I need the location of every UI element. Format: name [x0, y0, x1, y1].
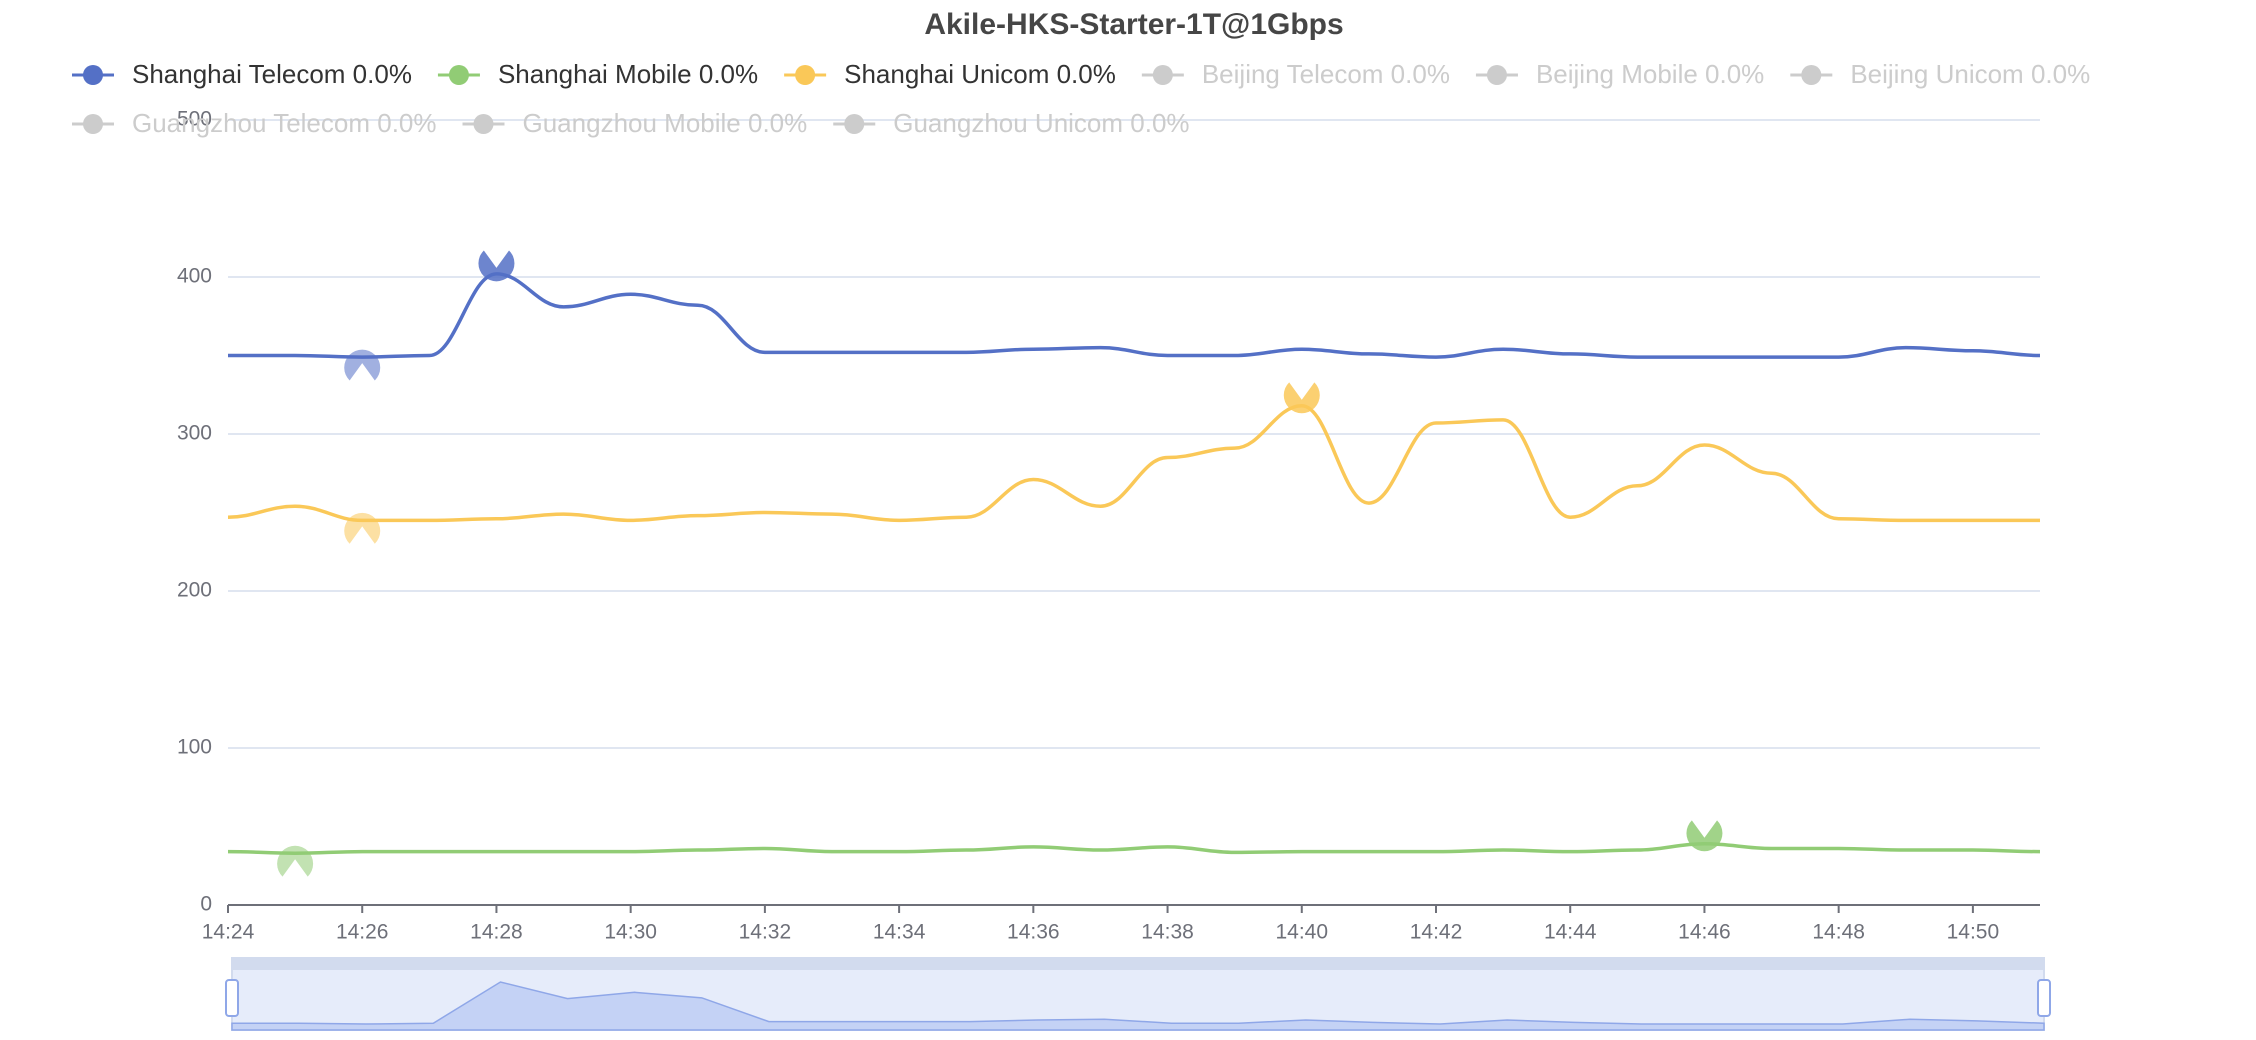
legend-dot	[844, 114, 865, 134]
chart-title: Akile-HKS-Starter-1T@1Gbps	[924, 8, 1343, 41]
legend-dot	[1801, 65, 1822, 85]
zoom-handle[interactable]	[225, 979, 239, 1017]
x-tick-label: 14:26	[336, 921, 389, 944]
y-tick-label: 0	[200, 893, 212, 916]
pin-label: 33	[287, 881, 304, 898]
legend-label: Guangzhou Mobile 0.0%	[523, 108, 808, 138]
legend-dot	[83, 65, 103, 85]
x-tick-label: 14:32	[739, 921, 792, 944]
pin-shape	[1283, 382, 1320, 414]
x-tick-label: 14:34	[873, 921, 926, 944]
legend-item[interactable]: Shanghai Unicom 0.0%	[784, 59, 1116, 89]
legend-item[interactable]: Beijing Unicom 0.0%	[1790, 59, 2090, 89]
mark-pin: 402	[478, 230, 515, 282]
mark-pin: 245	[344, 512, 381, 565]
legend-item[interactable]: Guangzhou Telecom 0.0%	[72, 108, 437, 138]
x-tick-label: 14:42	[1410, 921, 1463, 944]
legend-dot	[448, 65, 469, 85]
x-tick-label: 14:28	[470, 921, 523, 944]
pin-label: 318	[1289, 362, 1314, 379]
pin-label: 39	[1696, 800, 1713, 817]
legend-item[interactable]: Shanghai Telecom 0.0%	[72, 59, 412, 89]
y-tick-label: 400	[177, 265, 212, 288]
legend-item[interactable]: Beijing Telecom 0.0%	[1141, 59, 1450, 89]
y-tick-label: 100	[177, 736, 212, 759]
x-tick-label: 14:44	[1544, 921, 1597, 944]
legend-item[interactable]: Guangzhou Unicom 0.0%	[833, 108, 1190, 138]
mark-pin: 349	[344, 349, 381, 402]
legend-item[interactable]: Guangzhou Mobile 0.0%	[462, 108, 808, 138]
legend-label: Guangzhou Unicom 0.0%	[893, 108, 1189, 138]
legend-dot	[83, 114, 103, 134]
legend-label: Shanghai Mobile 0.0%	[498, 59, 758, 89]
x-tick-label: 14:48	[1812, 921, 1865, 944]
mark-pin: 33	[277, 845, 314, 898]
zoom-top-bar	[232, 958, 2044, 970]
pin-label: 402	[484, 230, 509, 247]
x-tick-label: 14:38	[1141, 921, 1194, 944]
series-line	[227, 842, 2041, 855]
mark-pin: 318	[1283, 362, 1320, 414]
legend-dot	[1486, 65, 1507, 85]
series-line	[228, 272, 2041, 359]
pin-shape	[1686, 820, 1723, 852]
x-tick-label: 14:50	[1947, 921, 2000, 944]
x-tick-label: 14:46	[1678, 921, 1731, 944]
x-tick-label: 14:24	[202, 921, 255, 944]
legend-label: Shanghai Unicom 0.0%	[844, 59, 1116, 89]
zoom-handle[interactable]	[2037, 979, 2051, 1017]
legend-dot	[795, 65, 816, 85]
legend-dot	[1152, 65, 1173, 85]
legend-label: Guangzhou Telecom 0.0%	[132, 108, 437, 138]
zoom-preview	[231, 981, 2045, 1031]
legend-item[interactable]: Shanghai Mobile 0.0%	[437, 59, 758, 89]
legend-item[interactable]: Beijing Mobile 0.0%	[1475, 59, 1764, 89]
y-tick-label: 300	[177, 422, 212, 445]
legend-label: Shanghai Telecom 0.0%	[132, 59, 412, 89]
legend-label: Beijing Telecom 0.0%	[1202, 59, 1450, 89]
pin-label: 245	[350, 548, 375, 565]
legend-dot	[473, 114, 494, 134]
pin-shape	[344, 349, 381, 381]
y-tick-label: 200	[177, 579, 212, 602]
mark-pin: 39	[1686, 800, 1723, 852]
pin-label: 349	[350, 385, 375, 402]
legend-label: Beijing Mobile 0.0%	[1536, 59, 1764, 89]
x-tick-label: 14:36	[1007, 921, 1060, 944]
pin-shape	[478, 250, 515, 282]
x-tick-label: 14:40	[1275, 921, 1328, 944]
x-tick-label: 14:30	[604, 921, 657, 944]
series-line	[227, 403, 2041, 523]
y-tick-label: 500	[177, 108, 212, 131]
pin-shape	[277, 845, 314, 877]
pin-shape	[344, 512, 381, 544]
legend-label: Beijing Unicom 0.0%	[1850, 59, 2090, 89]
